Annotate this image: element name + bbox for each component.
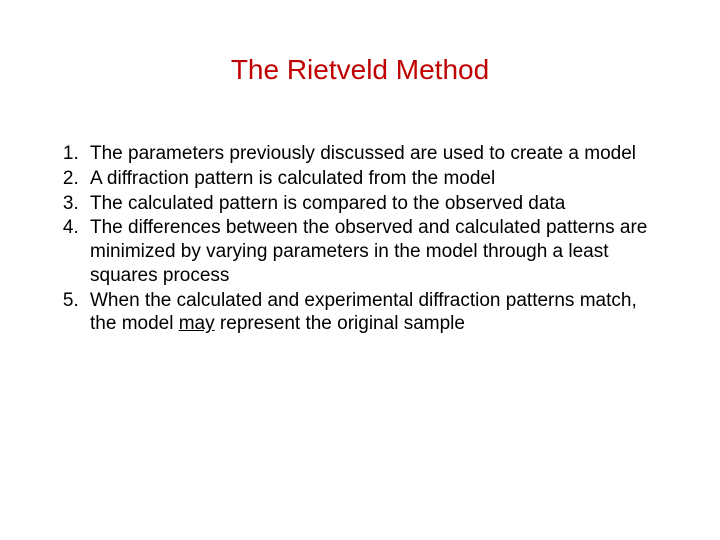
underlined-word: may: [179, 313, 215, 334]
list-item-text: The calculated pattern is compared to th…: [90, 193, 565, 214]
ordered-list: The parameters previously discussed are …: [52, 142, 668, 336]
list-item-text: The differences between the observed and…: [90, 217, 647, 286]
list-item: A diffraction pattern is calculated from…: [84, 167, 668, 191]
page-title: The Rietveld Method: [0, 54, 720, 86]
list-item: When the calculated and experimental dif…: [84, 289, 668, 337]
list-item: The differences between the observed and…: [84, 216, 668, 287]
list-item-text: When the calculated and experimental dif…: [90, 290, 637, 335]
list-item-text: A diffraction pattern is calculated from…: [90, 168, 495, 189]
list-item: The parameters previously discussed are …: [84, 142, 668, 166]
list-item: The calculated pattern is compared to th…: [84, 192, 668, 216]
slide: The Rietveld Method The parameters previ…: [0, 54, 720, 540]
list-item-text: The parameters previously discussed are …: [90, 143, 636, 164]
list-container: The parameters previously discussed are …: [0, 142, 720, 336]
